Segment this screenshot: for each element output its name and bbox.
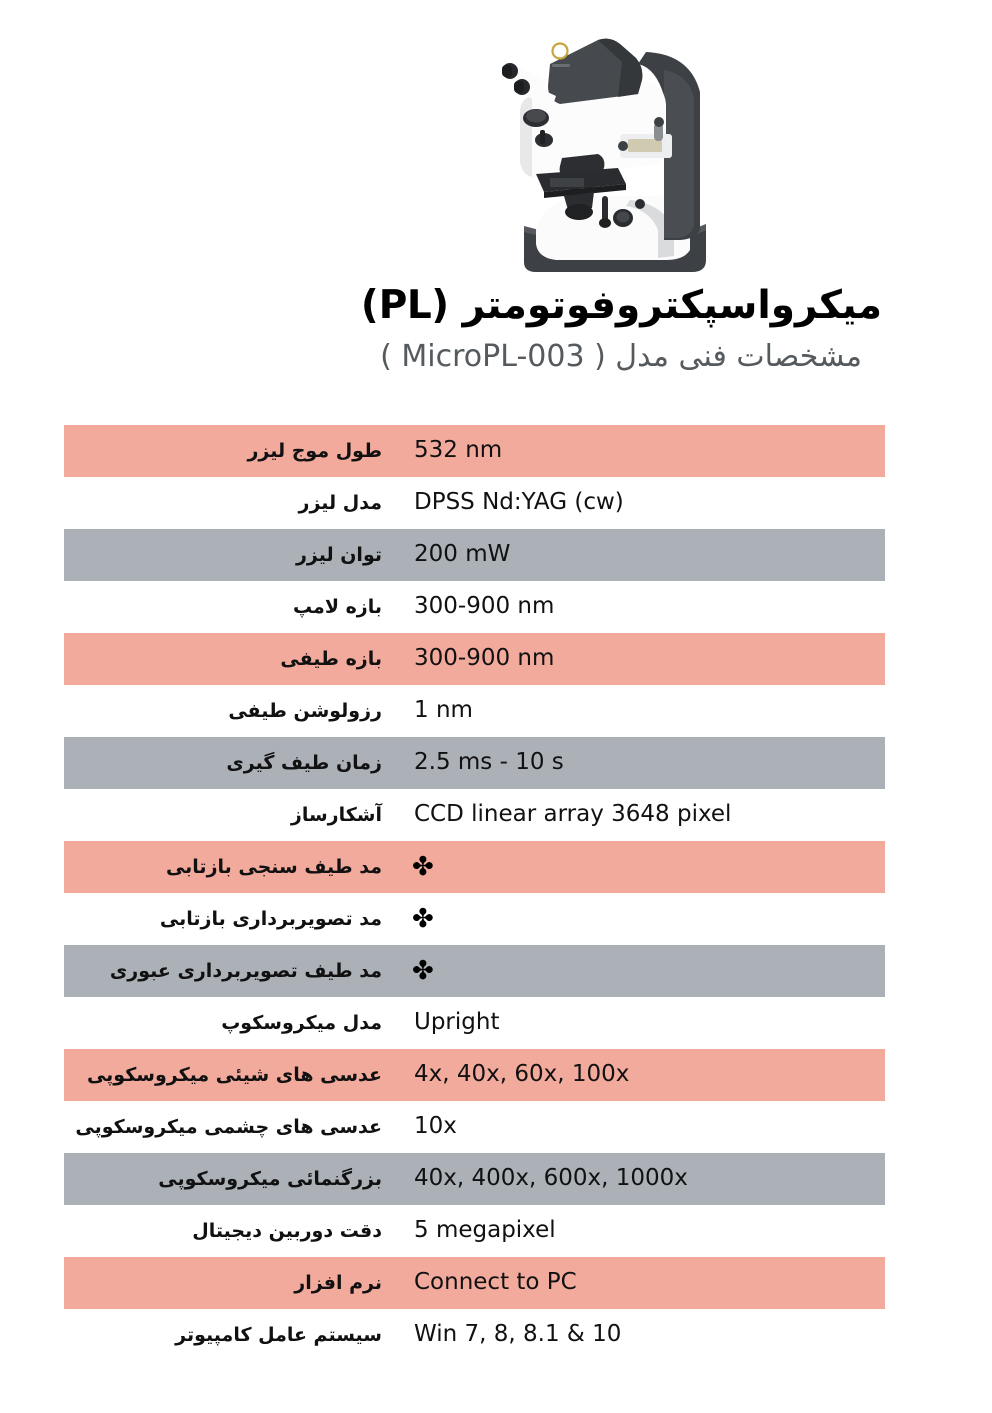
feature-supported-icon: ✤: [412, 852, 434, 882]
feature-supported-icon: ✤: [412, 956, 434, 986]
spec-label: عدسی های شیئی میکروسکوپی: [86, 1063, 382, 1086]
spec-value: 300-900 nm: [414, 593, 555, 620]
spec-label: مدل لیزر: [298, 491, 383, 514]
spec-label: بازه لامپ: [292, 595, 382, 618]
spec-row: مدل میکروسکوپ Upright: [64, 997, 885, 1049]
spec-row: زمان طیف گیری 2.5 ms - 10 s: [64, 737, 885, 789]
microscope-product-image: [502, 38, 706, 272]
spec-row: بازه طیفی 300-900 nm: [64, 633, 885, 685]
spec-value-supported: ✤: [394, 852, 885, 882]
spec-label: مدل میکروسکوپ: [221, 1011, 382, 1034]
spec-row: نرم افزار Connect to PC: [64, 1257, 885, 1309]
spec-row: مد طیف تصویربرداری عبوری ✤: [64, 945, 885, 997]
spec-label: بزرگنمائی میکروسکوپی: [158, 1167, 382, 1190]
spec-value: 40x, 400x, 600x, 1000x: [414, 1165, 688, 1192]
spec-row: بزرگنمائی میکروسکوپی 40x, 400x, 600x, 100…: [64, 1153, 885, 1205]
spec-label: بازه طیفی: [280, 647, 382, 670]
spec-value: Upright: [414, 1009, 500, 1036]
spec-value: 300-900 nm: [414, 645, 555, 672]
spec-label: توان لیزر: [295, 543, 382, 566]
spec-label: نرم افزار: [294, 1271, 382, 1294]
spec-label: سیستم عامل کامپیوتر: [175, 1323, 382, 1346]
spec-label: رزولوشن طیفی: [228, 699, 382, 722]
spec-value: 2.5 ms - 10 s: [414, 749, 564, 776]
spec-value: 532 nm: [414, 437, 503, 464]
spec-label: دقت دوربین دیجیتال: [192, 1219, 382, 1242]
page-subtitle: مشخصات فنی مدل ( MicroPL-003 ): [380, 338, 862, 374]
spec-row: دقت دوربین دیجیتال 5 megapixel: [64, 1205, 885, 1257]
title-block: میکرواسپکتروفوتومتر (PL) مشخصات فنی مدل …: [64, 282, 888, 376]
spec-row: طول موج لیزر 532 nm: [64, 425, 885, 477]
spec-value: Connect to PC: [414, 1269, 577, 1296]
spec-label: زمان طیف گیری: [226, 751, 382, 774]
feature-supported-icon: ✤: [412, 904, 434, 934]
spec-value: Win 7, 8, 8.1 & 10: [414, 1321, 622, 1348]
product-image-area: [0, 0, 992, 282]
spec-label: مد طیف سنجی بازتابی: [165, 855, 382, 878]
spec-row: عدسی های چشمی میکروسکوپی 10x: [64, 1101, 885, 1153]
spec-label: مد طیف تصویربرداری عبوری: [109, 959, 382, 982]
spec-label: آشکارساز: [290, 803, 382, 826]
spec-value: DPSS Nd:YAG (cw): [414, 489, 624, 516]
spec-value: 5 megapixel: [414, 1217, 556, 1244]
spec-label: طول موج لیزر: [247, 439, 382, 462]
spec-row: سیستم عامل کامپیوتر Win 7, 8, 8.1 & 10: [64, 1309, 885, 1361]
spec-row: رزولوشن طیفی 1 nm: [64, 685, 885, 737]
spec-value: CCD linear array 3648 pixel: [414, 801, 732, 828]
spec-label: مد تصویربرداری بازتابی: [159, 907, 382, 930]
spec-row: توان لیزر 200 mW: [64, 529, 885, 581]
page-title: میکرواسپکتروفوتومتر (PL): [360, 283, 883, 328]
spec-row: بازه لامپ 300-900 nm: [64, 581, 885, 633]
spec-row: مد طیف سنجی بازتابی ✤: [64, 841, 885, 893]
spec-row: آشکارساز CCD linear array 3648 pixel: [64, 789, 885, 841]
specifications-table: طول موج لیزر 532 nm مدل لیزر DPSS Nd:YAG (c…: [64, 425, 885, 1361]
spec-row: عدسی های شیئی میکروسکوپی 4x, 40x, 60x, 10…: [64, 1049, 885, 1101]
spec-value: 200 mW: [414, 541, 511, 568]
spec-row: مدل لیزر DPSS Nd:YAG (cw): [64, 477, 885, 529]
spec-value: 1 nm: [414, 697, 473, 724]
spec-label: عدسی های چشمی میکروسکوپی: [75, 1115, 382, 1138]
spec-value: 4x, 40x, 60x, 100x: [414, 1061, 630, 1088]
spec-value: 10x: [414, 1113, 457, 1140]
spec-row: مد تصویربرداری بازتابی ✤: [64, 893, 885, 945]
spec-value-supported: ✤: [394, 904, 885, 934]
spec-value-supported: ✤: [394, 956, 885, 986]
